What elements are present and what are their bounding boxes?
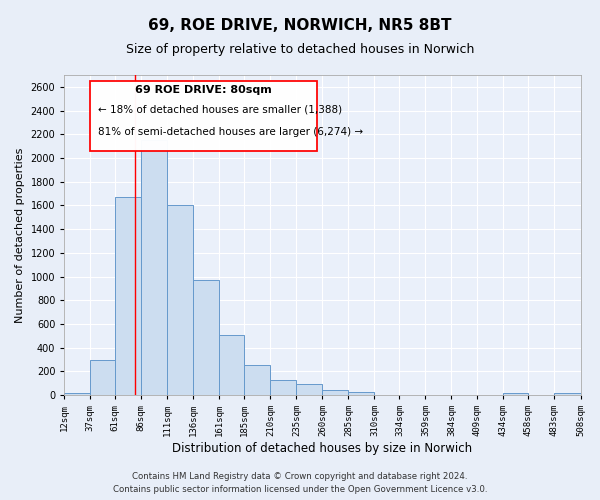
Bar xyxy=(142,140,167,395)
FancyBboxPatch shape xyxy=(91,81,317,151)
Bar xyxy=(115,197,142,395)
Bar xyxy=(554,393,581,395)
Text: 81% of semi-detached houses are larger (6,274) →: 81% of semi-detached houses are larger (… xyxy=(98,128,363,138)
Text: 69 ROE DRIVE: 80sqm: 69 ROE DRIVE: 80sqm xyxy=(136,85,272,95)
Text: Contains public sector information licensed under the Open Government Licence v3: Contains public sector information licen… xyxy=(113,485,487,494)
Bar xyxy=(220,336,244,395)
Bar xyxy=(349,392,374,395)
Bar xyxy=(64,393,91,395)
Bar xyxy=(296,384,322,395)
Bar xyxy=(244,365,271,395)
Bar xyxy=(322,390,349,395)
Text: 69, ROE DRIVE, NORWICH, NR5 8BT: 69, ROE DRIVE, NORWICH, NR5 8BT xyxy=(148,18,452,32)
Text: Contains HM Land Registry data © Crown copyright and database right 2024.: Contains HM Land Registry data © Crown c… xyxy=(132,472,468,481)
Bar xyxy=(167,206,193,395)
Y-axis label: Number of detached properties: Number of detached properties xyxy=(15,148,25,323)
Bar xyxy=(503,393,529,395)
Bar xyxy=(193,280,220,395)
Bar xyxy=(271,380,296,395)
Text: Size of property relative to detached houses in Norwich: Size of property relative to detached ho… xyxy=(126,42,474,56)
Bar xyxy=(91,360,115,395)
Text: ← 18% of detached houses are smaller (1,388): ← 18% of detached houses are smaller (1,… xyxy=(98,105,342,115)
X-axis label: Distribution of detached houses by size in Norwich: Distribution of detached houses by size … xyxy=(172,442,472,455)
